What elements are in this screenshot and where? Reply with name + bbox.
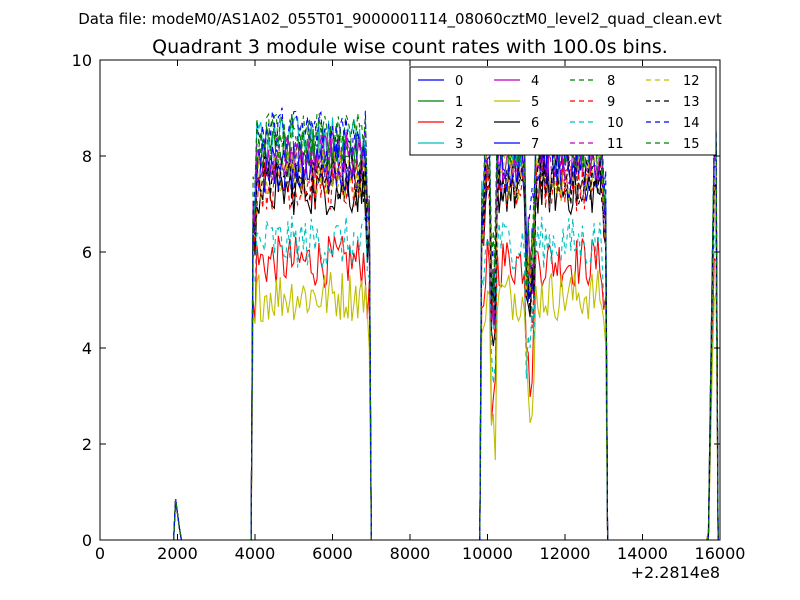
legend-label-8: 8 [607,74,615,89]
series-line-10 [173,216,720,540]
legend-label-5: 5 [531,95,539,110]
legend-label-4: 4 [531,74,539,89]
legend-label-9: 9 [607,95,615,110]
y-tick-label: 2 [82,435,92,454]
legend-label-13: 13 [683,95,700,110]
y-tick-label: 8 [82,147,92,166]
y-tick-label: 0 [82,531,92,550]
series-line-2 [173,235,720,540]
y-tick-label: 6 [82,243,92,262]
legend-label-1: 1 [455,95,463,110]
y-tick-label: 4 [82,339,92,358]
x-tick-label: 4000 [235,544,276,563]
legend-label-15: 15 [683,137,700,152]
figure-suptitle: Data file: modeM0/AS1A02_055T01_90000011… [78,10,722,29]
x-tick-label: 2000 [157,544,198,563]
plot-area [173,105,720,540]
x-tick-label: 16000 [695,544,746,563]
x-axis-offset-label: +2.2814e8 [631,563,720,582]
legend-label-11: 11 [607,137,624,152]
series-line-0 [173,148,720,540]
legend-label-6: 6 [531,116,539,131]
series-line-13 [173,153,720,540]
legend-label-7: 7 [531,137,539,152]
x-tick-label: 0 [95,544,105,563]
legend-label-2: 2 [455,116,463,131]
series-line-5 [173,269,720,540]
y-tick-label: 10 [72,51,92,70]
x-tick-label: 12000 [540,544,591,563]
chart-title: Quadrant 3 module wise count rates with … [152,36,668,58]
series-line-7 [173,139,720,540]
series-line-15 [173,115,720,540]
legend-label-10: 10 [607,116,624,131]
legend-box [409,66,717,156]
legend-label-14: 14 [683,116,700,131]
series-line-4 [173,134,720,540]
x-tick-label: 8000 [390,544,431,563]
axes: 0 2000 4000 6000 8000 10000 12000 14000 16000 0 2 4… [72,51,746,563]
legend-label-12: 12 [683,74,700,89]
x-tick-label: 6000 [312,544,353,563]
legend-label-3: 3 [455,137,463,152]
series-line-14 [173,105,720,540]
x-tick-label: 10000 [462,544,513,563]
x-tick-label: 14000 [617,544,668,563]
legend-label-0: 0 [455,74,463,89]
